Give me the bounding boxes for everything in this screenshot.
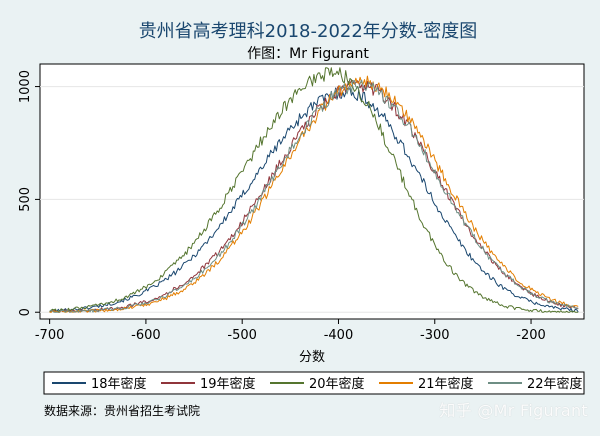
legend-label: 21年密度: [418, 376, 474, 392]
y-tick-label: 1000: [18, 70, 33, 103]
x-tick-label: -700: [35, 328, 65, 343]
axis-layer: 0 500 1000 -700 -600 -500 -400 -300 -200: [18, 70, 546, 343]
y-tick-label: 0: [18, 308, 33, 316]
x-tick-label: -400: [324, 328, 354, 343]
legend-label: 18年密度: [91, 376, 147, 392]
legend: 18年密度 19年密度 20年密度 21年密度 22年密度: [52, 376, 583, 392]
legend-label: 20年密度: [309, 376, 365, 392]
series-line: [49, 75, 579, 313]
chart-subtitle: 作图：Mr Figurant: [247, 46, 369, 62]
plot-area: [39, 63, 585, 320]
legend-label: 22年密度: [527, 376, 583, 392]
x-tick-label: -600: [131, 328, 161, 343]
series-line: [49, 67, 579, 313]
series-line: [49, 79, 579, 313]
y-tick-label: 500: [18, 187, 33, 212]
x-tick-label: -500: [227, 328, 257, 343]
legend-box: [43, 371, 585, 395]
chart-title: 贵州省高考理科2018-2022年分数-密度图: [139, 21, 478, 42]
watermark: 知乎 @Mr Figurant: [439, 401, 588, 420]
source-note: 数据来源：贵州省招生考试院: [44, 403, 200, 418]
legend-label: 19年密度: [200, 376, 256, 392]
grid-layer: [40, 86, 584, 313]
series-layer: [49, 67, 579, 313]
x-tick-label: -200: [516, 328, 546, 343]
x-tick-label: -300: [420, 328, 450, 343]
series-line: [49, 87, 579, 313]
x-axis-label: 分数: [299, 350, 325, 365]
